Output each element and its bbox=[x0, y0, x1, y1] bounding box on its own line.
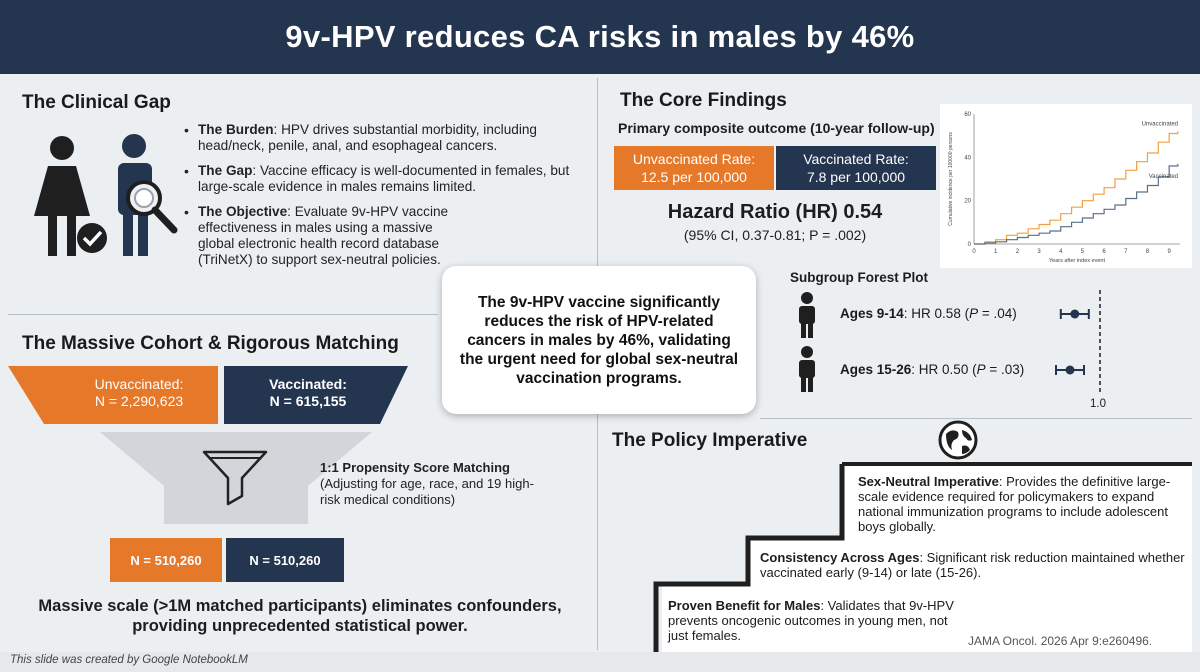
x-tick-label: 6 bbox=[1102, 249, 1106, 255]
list-item: The Gap: Vaccine efficacy is well-docume… bbox=[184, 163, 580, 195]
key-finding-callout: The 9v-HPV vaccine significantly reduces… bbox=[442, 266, 756, 414]
clinical-gap-heading: The Clinical Gap bbox=[22, 92, 171, 113]
policy-item-proven-benefit: Proven Benefit for Males: Validates that… bbox=[668, 598, 954, 643]
x-tick-label: 2 bbox=[1016, 249, 1020, 255]
footer-strip bbox=[0, 652, 1200, 672]
x-axis-label: Years after index event bbox=[1049, 258, 1106, 264]
series-label-unvaccinated: Unvaccinated bbox=[1142, 121, 1178, 127]
list-item: The Burden: HPV drives substantial morbi… bbox=[184, 122, 580, 154]
hr-point bbox=[1070, 309, 1080, 319]
cohort-heading: The Massive Cohort & Rigorous Matching bbox=[22, 333, 399, 354]
x-tick-label: 0 bbox=[972, 249, 976, 255]
forest-row-ages-9-14: Ages 9-14: HR 0.58 (P = .04) bbox=[840, 306, 1017, 321]
confidence-interval: (95% CI, 0.37-0.81; P = .002) bbox=[683, 227, 867, 243]
series-label-vaccinated: Vaccinated bbox=[1149, 174, 1178, 180]
forest-reference-label: 1.0 bbox=[1090, 398, 1106, 410]
y-axis-label: Cumulative incidence per 100000 persons bbox=[948, 132, 954, 226]
policy-item-sex-neutral: Sex-Neutral Imperative: Provides the def… bbox=[858, 474, 1171, 534]
x-tick-label: 5 bbox=[1081, 249, 1085, 255]
title-bar: 9v-HPV reduces CA risks in males by 46% bbox=[0, 0, 1200, 74]
citation: JAMA Oncol. 2026 Apr 9:e260496. bbox=[968, 634, 1153, 648]
x-tick-label: 8 bbox=[1146, 249, 1150, 255]
x-tick-label: 7 bbox=[1124, 249, 1128, 255]
matched-unvaccinated: N = 510,260 bbox=[130, 552, 202, 568]
vaccinated-cohort: Vaccinated: N = 615,155 bbox=[269, 376, 347, 409]
x-tick-label: 4 bbox=[1059, 249, 1063, 255]
series-line-unvaccinated bbox=[974, 131, 1179, 245]
x-tick-label: 3 bbox=[1037, 249, 1041, 255]
cohort-funnel-diagram bbox=[8, 366, 408, 582]
incidence-chart-panel: 0 1 2 3 4 5 6 7 8 9 0 20 40 60 Years after index event… bbox=[940, 104, 1192, 268]
globe-icon bbox=[938, 420, 978, 460]
page-title: 9v-HPV reduces CA risks in males by 46% bbox=[285, 19, 915, 54]
forest-row-ages-15-26: Ages 15-26: HR 0.50 (P = .03) bbox=[840, 362, 1025, 377]
x-tick-label: 9 bbox=[1167, 249, 1171, 255]
right-horizontal-divider bbox=[760, 418, 1192, 419]
forest-plot-graphic bbox=[1055, 290, 1101, 394]
left-horizontal-divider bbox=[8, 314, 438, 315]
incidence-line-chart: 0 1 2 3 4 5 6 7 8 9 0 20 40 60 Years after index event… bbox=[948, 112, 1180, 264]
policy-heading: The Policy Imperative bbox=[612, 430, 808, 451]
matched-vaccinated: N = 510,260 bbox=[249, 552, 321, 568]
hr-point bbox=[1065, 365, 1075, 375]
hazard-ratio: Hazard Ratio (HR) 0.54 bbox=[667, 201, 883, 223]
series-line-vaccinated bbox=[974, 163, 1179, 245]
core-findings-heading: The Core Findings bbox=[620, 90, 787, 111]
y-tick-label: 60 bbox=[964, 112, 971, 118]
y-tick-label: 40 bbox=[964, 155, 971, 161]
matching-text: 1:1 Propensity Score Matching (Adjusting… bbox=[320, 460, 534, 507]
unvaccinated-cohort: Unvaccinated: N = 2,290,623 bbox=[94, 376, 184, 409]
person-icon bbox=[799, 292, 815, 338]
cohort-summary: Massive scale (>1M matched participants)… bbox=[38, 597, 562, 635]
person-icon bbox=[799, 346, 815, 392]
footer-note: This slide was created by Google Noteboo… bbox=[10, 654, 248, 666]
forest-plot-heading: Subgroup Forest Plot bbox=[790, 270, 928, 285]
male-female-people-icon bbox=[34, 134, 178, 256]
vaccinated-rate-box: Vaccinated Rate: 7.8 per 100,000 bbox=[776, 146, 936, 190]
x-tick-label: 1 bbox=[994, 249, 998, 255]
y-tick-label: 20 bbox=[964, 199, 971, 205]
list-item: The Objective: Evaluate 9v-HPV vaccine e… bbox=[184, 204, 580, 268]
core-findings-subheading: Primary composite outcome (10-year follo… bbox=[618, 120, 935, 136]
clinical-gap-list: The Burden: HPV drives substantial morbi… bbox=[184, 122, 580, 277]
y-tick-label: 0 bbox=[968, 242, 972, 248]
policy-item-consistency: Consistency Across Ages: Significant ris… bbox=[760, 550, 1185, 580]
unvaccinated-rate-box: Unvaccinated Rate: 12.5 per 100,000 bbox=[614, 146, 774, 190]
staircase-graphic bbox=[653, 462, 1192, 662]
